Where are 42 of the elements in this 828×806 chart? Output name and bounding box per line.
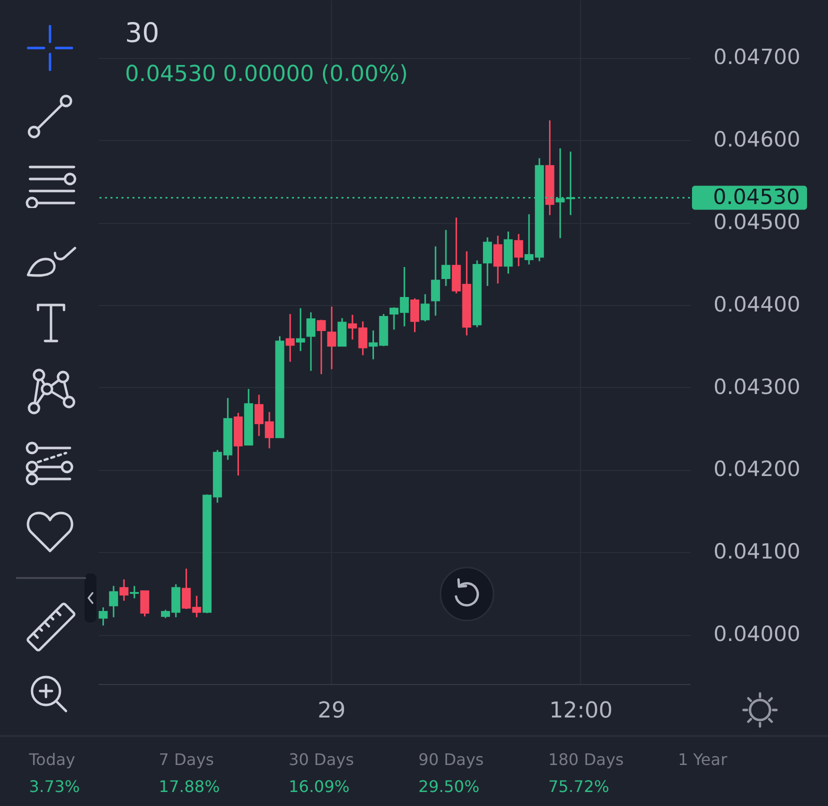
y-tick-label: 0.04500 xyxy=(714,210,800,234)
text: 7 Days xyxy=(158,749,214,771)
candlestick xyxy=(410,298,420,333)
candlestick xyxy=(306,312,316,372)
text: Today xyxy=(29,749,76,771)
candlestick xyxy=(296,307,306,352)
y-tick-label: 0.04600 xyxy=(714,128,800,152)
text: 29.50% xyxy=(418,776,480,798)
x-tick-label: 29 xyxy=(318,698,346,724)
candlestick xyxy=(327,306,336,370)
candlestick xyxy=(514,233,524,267)
candlestick xyxy=(482,236,492,287)
text: 17.88% xyxy=(158,776,220,798)
candlestick xyxy=(420,293,430,322)
candlestick xyxy=(109,585,118,618)
candlestick xyxy=(140,590,150,618)
y-tick-label: 0.04100 xyxy=(714,540,800,564)
text: 1 Year xyxy=(678,749,728,771)
candlestick xyxy=(316,319,326,375)
y-tick-label: 0.04000 xyxy=(714,622,800,646)
candlestick xyxy=(98,606,108,626)
text: 75.72% xyxy=(548,776,610,798)
candlestick xyxy=(338,317,347,347)
y-tick-label: 0.04200 xyxy=(714,457,800,482)
text: 30 xyxy=(125,18,160,49)
candlestick xyxy=(441,229,450,287)
x-tick-label: 12:00 xyxy=(549,698,613,724)
text: 90 Days xyxy=(418,749,484,771)
candlestick xyxy=(431,246,440,316)
candlestick xyxy=(493,234,502,284)
ref-line-label: 0.04530 xyxy=(713,184,800,209)
y-tick-label: 0.04400 xyxy=(714,292,800,316)
text: 3.73% xyxy=(29,776,80,798)
candlestick xyxy=(119,578,128,602)
text: 0.04530 0.00000 (0.00%) xyxy=(125,62,408,87)
candlestick xyxy=(130,585,139,600)
text: 30 Days xyxy=(288,749,354,771)
text: 16.09% xyxy=(288,776,350,798)
y-tick-label: 0.04700 xyxy=(714,45,800,70)
candlestick xyxy=(286,313,295,363)
text: 180 Days xyxy=(548,749,624,771)
y-tick-label: 0.04300 xyxy=(714,374,800,399)
